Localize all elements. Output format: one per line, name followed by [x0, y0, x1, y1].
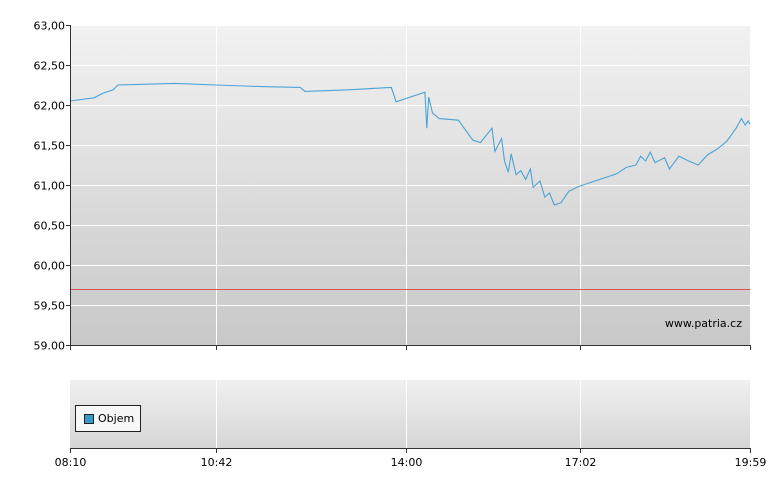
y-tick-label: 59.00 [34, 340, 66, 353]
x-tick-labels: 08:10 10:42 14:00 17:02 19:59 [55, 456, 767, 469]
x-tick-label: 10:42 [201, 456, 233, 469]
x-ticks-main [70, 345, 751, 453]
x-tick-label: 17:02 [565, 456, 597, 469]
vertical-gridlines [216, 25, 581, 345]
x-tick-label: 08:10 [55, 456, 87, 469]
volume-plot-area [70, 380, 750, 448]
y-tick-label: 61,50 [34, 140, 66, 153]
y-tick-label: 61,00 [34, 180, 66, 193]
horizontal-gridlines [66, 25, 750, 346]
x-tick-label: 19:59 [735, 456, 767, 469]
volume-vertical-gridlines [216, 380, 581, 448]
y-tick-labels: 63,00 62,50 62,00 61,50 61,00 60,50 60,00 59,50… [34, 20, 66, 353]
y-tick-label: 60,00 [34, 260, 66, 273]
watermark: www.patria.cz [665, 317, 742, 330]
y-tick-label: 59,50 [34, 300, 66, 313]
x-tick-label: 14:00 [391, 456, 423, 469]
y-tick-label: 60,50 [34, 220, 66, 233]
volume-legend-label: Objem [98, 412, 135, 425]
y-tick-label: 62,50 [34, 60, 66, 73]
y-tick-label: 62,00 [34, 100, 66, 113]
volume-legend-swatch [84, 413, 94, 424]
y-tick-label: 63,00 [34, 20, 66, 33]
volume-legend: Objem [75, 405, 142, 432]
price-series-line [69, 82, 751, 206]
